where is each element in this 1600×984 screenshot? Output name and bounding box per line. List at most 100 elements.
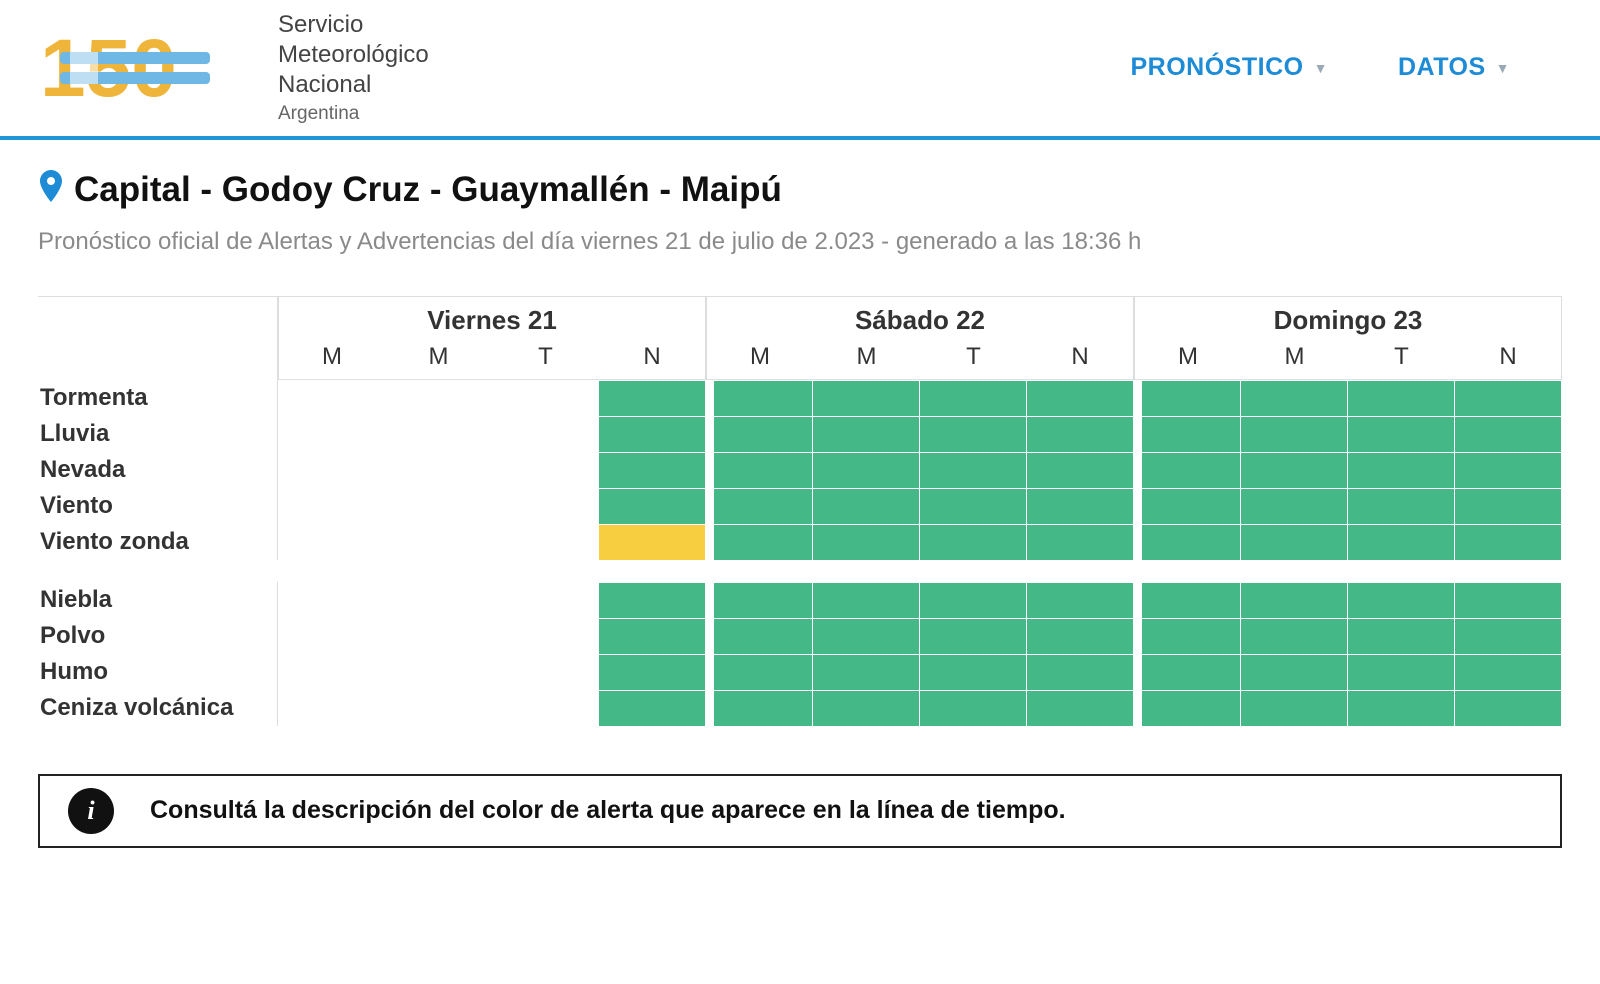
alert-cell (492, 654, 599, 690)
alert-cell (1348, 524, 1455, 560)
alert-cell (920, 524, 1027, 560)
alert-cell (706, 524, 813, 560)
alert-cell (1241, 618, 1348, 654)
alert-cell (492, 690, 599, 726)
alert-cell (385, 416, 492, 452)
top-nav: PRONÓSTICO ▼ DATOS ▼ (1131, 53, 1561, 82)
alert-cell (1455, 416, 1562, 452)
alert-cell (1027, 654, 1134, 690)
alert-cell (920, 618, 1027, 654)
alert-cell (1027, 690, 1134, 726)
alert-cell (813, 582, 920, 618)
alert-cell (599, 488, 706, 524)
alert-cell (706, 416, 813, 452)
alert-cell (813, 452, 920, 488)
alert-cell (1455, 488, 1562, 524)
alert-cell (1241, 654, 1348, 690)
alert-cell (1241, 416, 1348, 452)
alert-cell (599, 690, 706, 726)
alert-cell (1027, 488, 1134, 524)
alert-cell (706, 380, 813, 416)
alert-cell (599, 380, 706, 416)
alert-cell (1455, 618, 1562, 654)
daypart-header: M (1241, 339, 1348, 380)
main-content: Capital - Godoy Cruz - Guaymallén - Maip… (0, 140, 1600, 888)
alert-cell (1455, 380, 1562, 416)
alert-cell (1455, 582, 1562, 618)
alert-cell (1027, 582, 1134, 618)
alert-cell (1348, 416, 1455, 452)
alert-cell (813, 618, 920, 654)
alert-cell (278, 618, 385, 654)
nav-pronostico[interactable]: PRONÓSTICO ▼ (1131, 53, 1328, 82)
alert-cell (1027, 452, 1134, 488)
hazard-label: Polvo (38, 618, 278, 654)
alert-cell (278, 452, 385, 488)
day-header: Domingo 23 (1134, 296, 1562, 339)
alert-cell (492, 416, 599, 452)
hazard-label: Niebla (38, 582, 278, 618)
hazard-label: Viento (38, 488, 278, 524)
alert-cell (813, 690, 920, 726)
alert-cell (1134, 524, 1241, 560)
alert-cell (1455, 654, 1562, 690)
alert-cell (1134, 618, 1241, 654)
daypart-header: M (813, 339, 920, 380)
alert-cell (278, 654, 385, 690)
chevron-down-icon: ▼ (1496, 60, 1510, 76)
day-header: Sábado 22 (706, 296, 1134, 339)
alert-cell (706, 690, 813, 726)
daypart-header: N (1455, 339, 1562, 380)
daypart-header: M (706, 339, 813, 380)
alert-cell (1241, 524, 1348, 560)
svg-text:150: 150 (40, 28, 177, 108)
alert-cell (1241, 690, 1348, 726)
alert-cell (1134, 654, 1241, 690)
alert-cell (278, 488, 385, 524)
daypart-header: M (278, 339, 385, 380)
alert-cell (920, 416, 1027, 452)
org-line-1: Servicio (278, 10, 429, 40)
info-icon: i (68, 788, 114, 834)
alert-cell (492, 380, 599, 416)
alert-cell (1027, 380, 1134, 416)
daypart-header: T (920, 339, 1027, 380)
alert-cell (1027, 524, 1134, 560)
hazard-label: Humo (38, 654, 278, 690)
alert-cell (920, 488, 1027, 524)
day-header: Viernes 21 (278, 296, 706, 339)
org-line-2: Meteorológico (278, 40, 429, 70)
alert-cell (706, 452, 813, 488)
alert-cell (706, 618, 813, 654)
nav-datos-label: DATOS (1398, 53, 1486, 82)
alert-cell (1348, 654, 1455, 690)
alert-cell (385, 452, 492, 488)
nav-datos[interactable]: DATOS ▼ (1398, 53, 1510, 82)
alert-cell (1348, 488, 1455, 524)
location-pin-icon (38, 170, 64, 210)
alert-cell (492, 618, 599, 654)
daypart-header: N (1027, 339, 1134, 380)
alert-cell (385, 690, 492, 726)
alert-cell (1027, 416, 1134, 452)
alert-cell (1134, 416, 1241, 452)
hazard-label: Viento zonda (38, 524, 278, 560)
hazard-label: Tormenta (38, 380, 278, 416)
alert-cell (599, 654, 706, 690)
alert-timeline: Viernes 21Sábado 22Domingo 23MMTNMMTNMMT… (38, 296, 1562, 726)
group-spacer (38, 560, 1562, 582)
info-box: i Consultá la descripción del color de a… (38, 774, 1562, 848)
logo-block: 150 Servicio Meteorológico Nacional Arge… (40, 10, 429, 126)
alert-cell (920, 582, 1027, 618)
alert-cell (706, 654, 813, 690)
alert-cell (492, 524, 599, 560)
alert-cell (385, 524, 492, 560)
alert-cell (1241, 452, 1348, 488)
alert-cell (1241, 380, 1348, 416)
alert-cell (1027, 618, 1134, 654)
page-title: Capital - Godoy Cruz - Guaymallén - Maip… (74, 170, 782, 210)
daypart-header: M (385, 339, 492, 380)
page-subtitle: Pronóstico oficial de Alertas y Adverten… (38, 228, 1562, 256)
alert-cell (813, 416, 920, 452)
alert-cell (920, 654, 1027, 690)
